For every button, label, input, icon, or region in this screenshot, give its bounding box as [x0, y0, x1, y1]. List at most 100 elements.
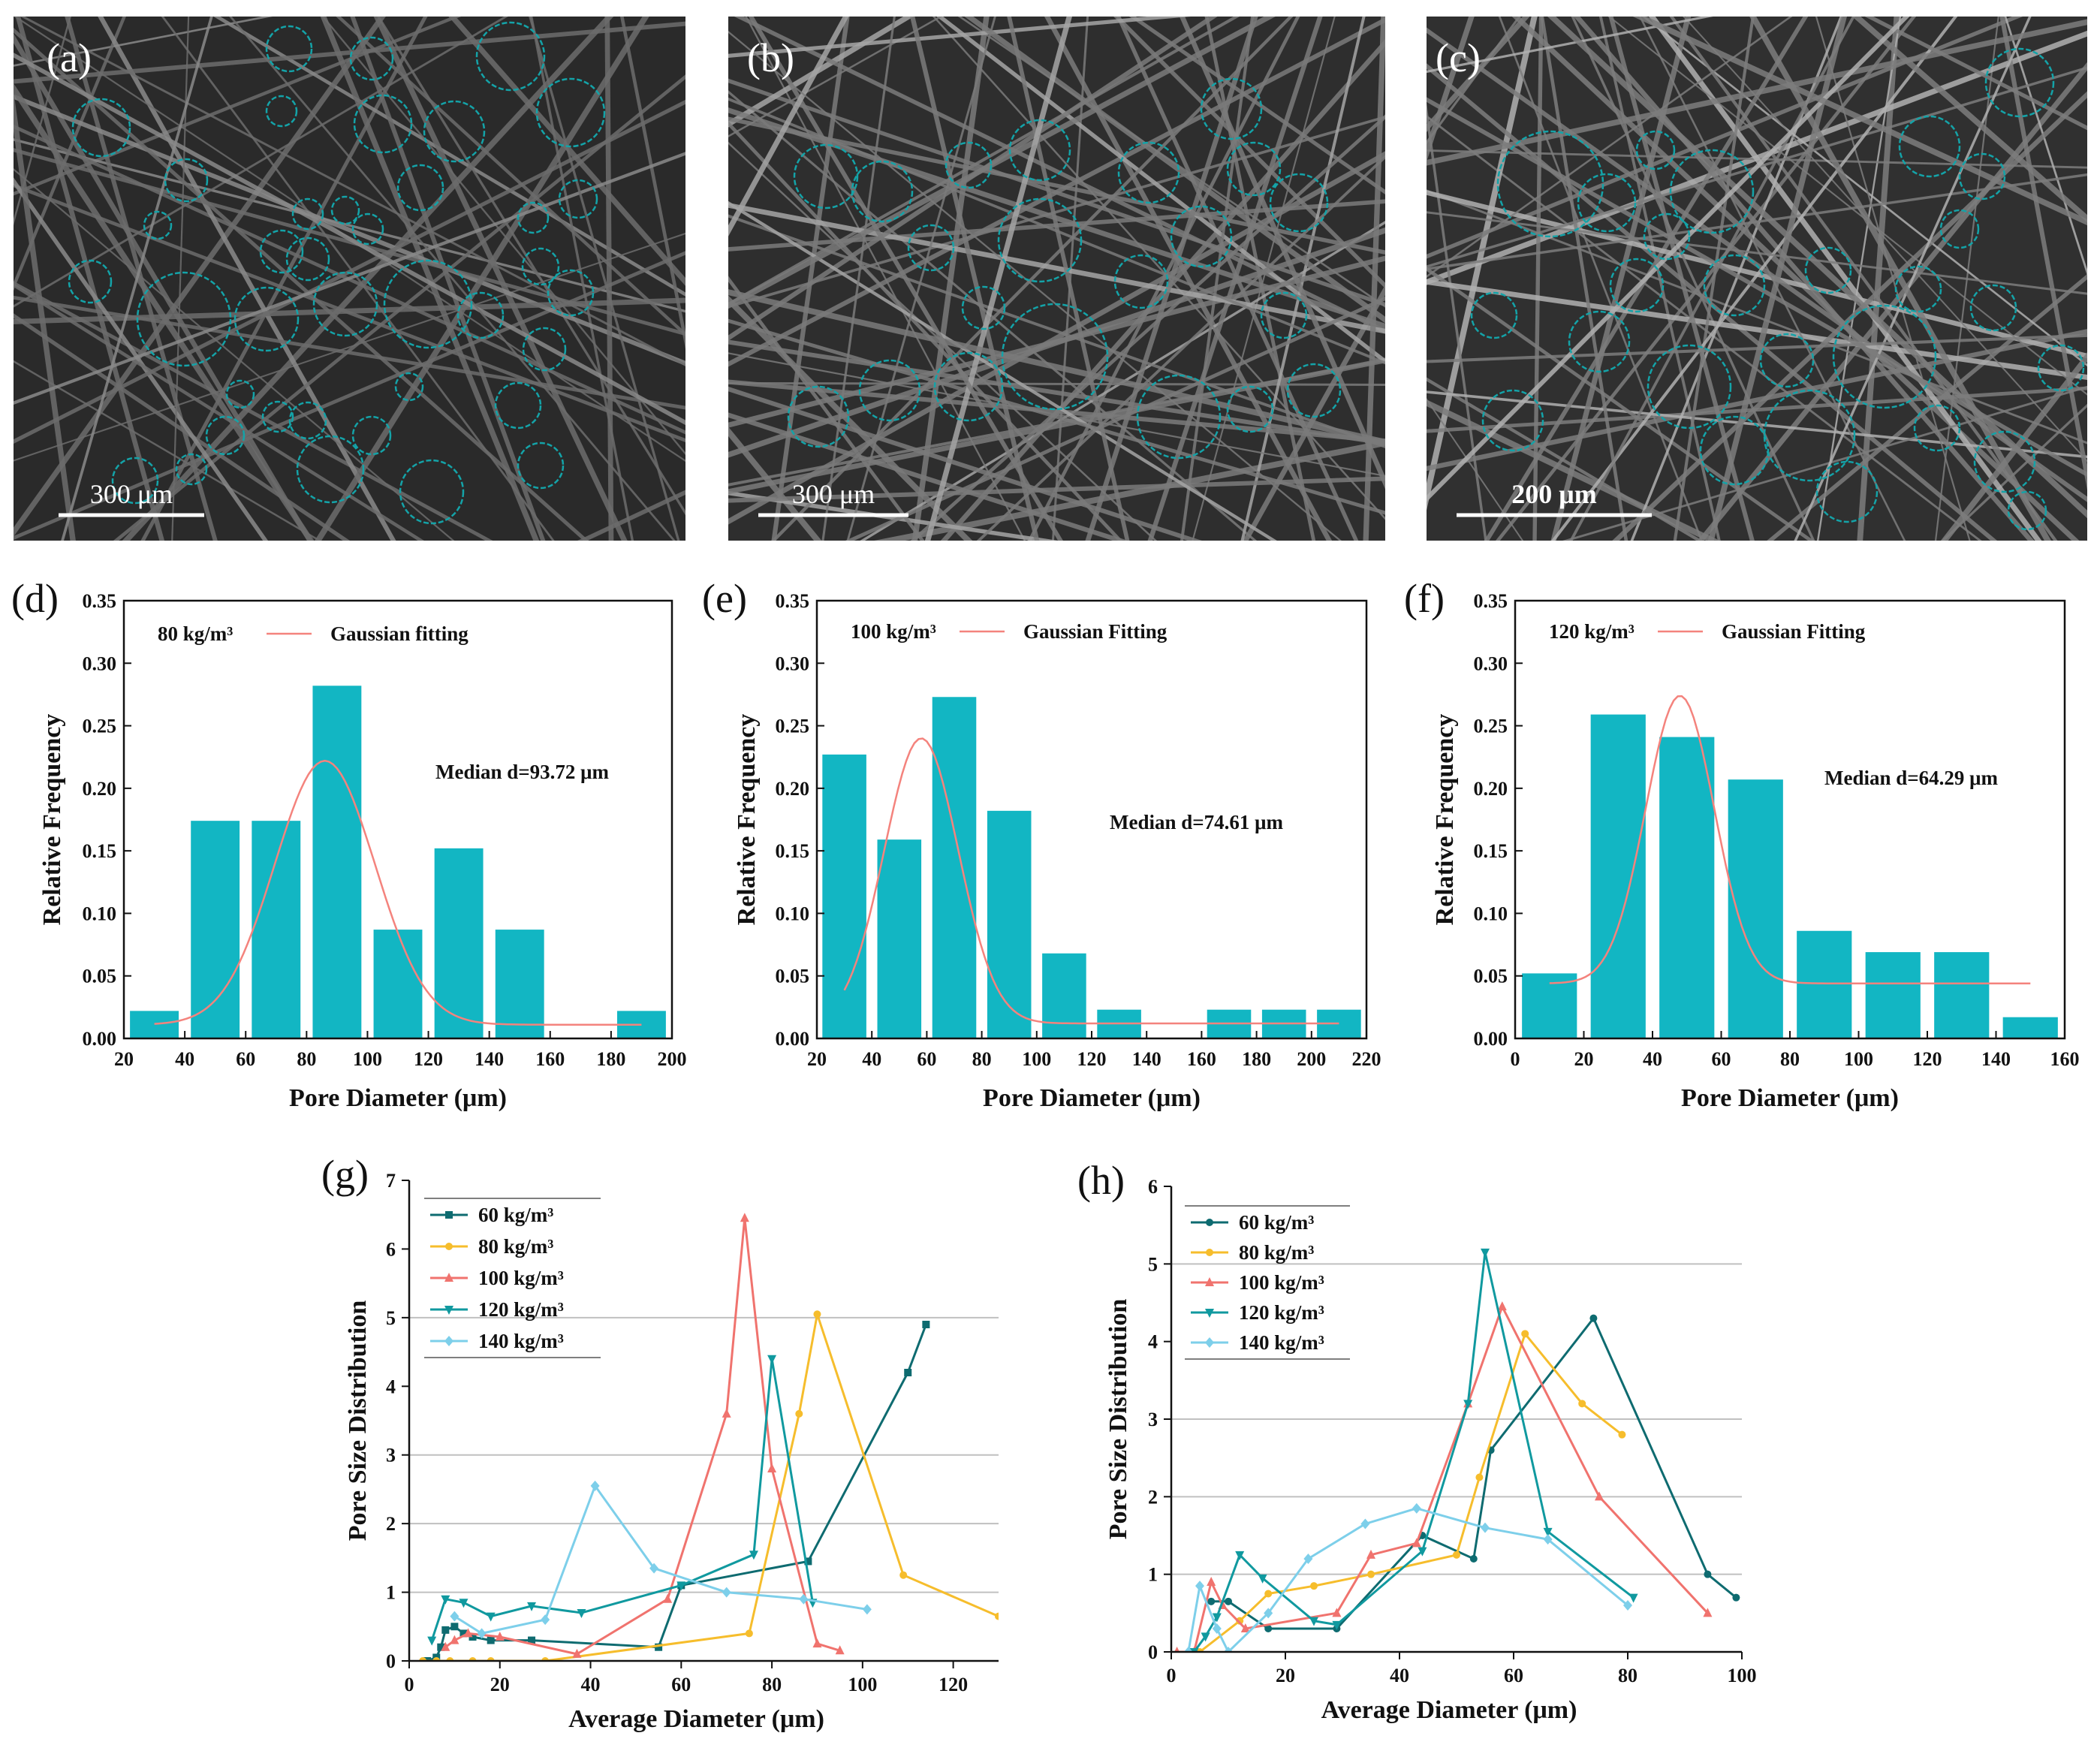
y-tick-label: 0.05 [83, 966, 117, 987]
sem-fiber [1427, 17, 1910, 502]
series-line [423, 1313, 999, 1661]
data-point [1578, 1400, 1586, 1408]
sem-fiber [1638, 17, 1906, 541]
x-tick-label: 20 [490, 1674, 510, 1695]
pore-circle [793, 143, 859, 209]
data-point [922, 1321, 930, 1328]
data-point [1360, 1518, 1370, 1530]
data-point [1207, 1577, 1216, 1586]
y-tick-label: 0.00 [83, 1028, 117, 1050]
y-tick-label: 0.20 [1474, 778, 1508, 800]
pore-circle [265, 25, 313, 73]
sem-fiber [728, 255, 1385, 428]
sem-fiber [728, 386, 1202, 541]
sem-fiber [748, 17, 1063, 541]
x-tick-label: 140 [475, 1048, 504, 1070]
sem-fiber [1427, 17, 1530, 132]
y-tick-label: 2 [386, 1513, 396, 1535]
sem-fiber [604, 17, 614, 541]
sem-fiber [1562, 385, 2087, 541]
pore-circle [353, 94, 413, 154]
data-point [749, 1551, 758, 1560]
pore-circle [1973, 430, 2036, 493]
pore-circle [1001, 303, 1109, 411]
sem-fiber [1128, 17, 1385, 194]
sem-fiber [14, 17, 685, 463]
sem-fiber [1427, 386, 2087, 433]
data-point [441, 1641, 450, 1651]
x-tick-label: 100 [1728, 1665, 1757, 1686]
pore-circle [1226, 141, 1282, 197]
x-axis-label: Average Diameter (μm) [1321, 1696, 1577, 1724]
sem-pore-circles [68, 21, 606, 525]
sem-fiber [728, 412, 1128, 541]
data-point [437, 1643, 445, 1651]
pore-circle [1117, 141, 1180, 204]
data-point [1264, 1608, 1273, 1619]
data-point [1258, 1574, 1267, 1584]
y-tick-label: 7 [386, 1170, 396, 1192]
sem-fiber [1683, 17, 2087, 463]
pore-circle [1226, 385, 1274, 433]
pore-circle [1898, 115, 1961, 178]
sem-fiber [1085, 17, 1258, 541]
data-point [1453, 1551, 1460, 1559]
data-point [1224, 1647, 1233, 1652]
y-tick-label: 0.35 [776, 590, 810, 612]
sem-fiber [14, 17, 126, 291]
y-axis-label: Pore Size Distribution [1104, 1299, 1132, 1540]
data-point [1206, 1219, 1213, 1226]
x-tick-label: 80 [1618, 1665, 1638, 1686]
sem-fiber [728, 199, 1385, 252]
data-point [1412, 1502, 1421, 1514]
y-tick-label: 5 [386, 1307, 396, 1329]
panel-label: (f) [1404, 576, 1445, 621]
y-tick-label: 0.30 [1474, 652, 1508, 674]
x-axis-label: Pore Diameter (μm) [983, 1084, 1201, 1112]
x-tick-label: 80 [762, 1674, 782, 1695]
sem-fiber [821, 17, 896, 541]
x-tick-label: 0 [1167, 1665, 1177, 1686]
sem-fiber [529, 17, 680, 541]
sem-fiber [14, 282, 424, 541]
sem-fiber [728, 120, 1123, 541]
pore-circle [383, 259, 473, 349]
sem-fiber [1749, 17, 2052, 541]
y-tick-label: 0.05 [776, 966, 810, 987]
sem-fiber [14, 27, 589, 541]
histogram-bar [1659, 737, 1715, 1038]
data-point [1412, 1538, 1421, 1548]
data-point [1497, 1301, 1507, 1311]
y-tick-label: 3 [386, 1445, 396, 1466]
pore-circle [1470, 291, 1518, 339]
data-point [1521, 1330, 1529, 1338]
sem-fiber [1427, 19, 2087, 166]
data-point [812, 1638, 822, 1648]
data-point [450, 1623, 459, 1631]
pore-circle [858, 359, 921, 422]
histogram-e: 20 40 60 80 100 120 140 160 180 200 220 0.00 0.05 0.1… [702, 576, 1381, 1112]
pore-circle [175, 453, 208, 486]
pore-circle [547, 269, 595, 317]
pore-circle [1703, 254, 1766, 317]
data-point [1212, 1613, 1222, 1623]
y-tick-label: 0.20 [83, 778, 117, 800]
y-tick-label: 0.30 [776, 652, 810, 674]
pore-circle [111, 457, 159, 505]
sem-fiber [728, 141, 1158, 541]
sem-fiber [728, 358, 1385, 487]
data-point [722, 1408, 731, 1418]
pore-circle [1481, 389, 1544, 452]
sem-fiber [14, 177, 269, 541]
sem-fiber [728, 78, 1385, 307]
sem-fiber [874, 439, 1385, 541]
y-axis-label: Relative Frequency [1431, 714, 1459, 926]
y-tick-label: 0.30 [83, 652, 117, 674]
x-tick-label: 60 [917, 1048, 936, 1070]
x-tick-label: 20 [114, 1048, 134, 1070]
data-point [1240, 1623, 1250, 1632]
x-tick-label: 20 [807, 1048, 827, 1070]
sem-panel-c: (c) 200 μm [1427, 17, 2087, 541]
data-point [767, 1355, 777, 1364]
pore-circle [225, 379, 255, 409]
